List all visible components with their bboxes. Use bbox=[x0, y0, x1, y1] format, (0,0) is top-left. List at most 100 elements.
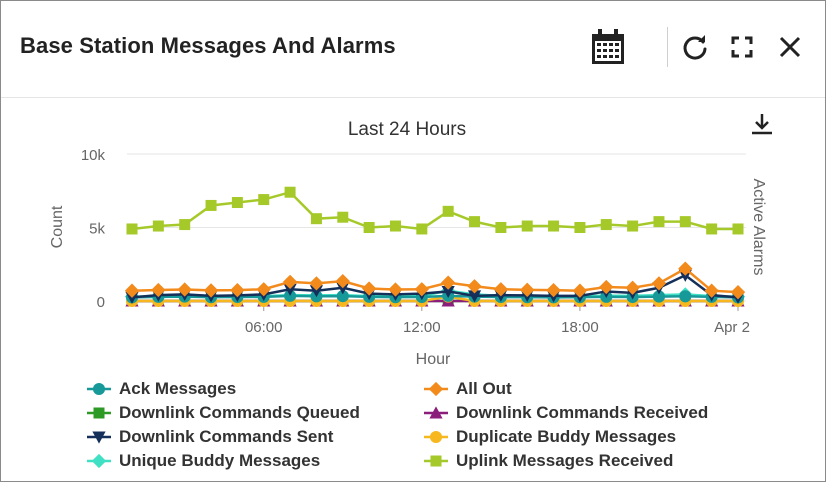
data-point bbox=[151, 282, 166, 298]
legend-symbol bbox=[424, 455, 448, 467]
series-uplink-messages-received bbox=[126, 186, 744, 235]
data-point bbox=[256, 282, 271, 297]
legend-item[interactable]: All Out bbox=[424, 378, 512, 400]
data-point bbox=[495, 222, 507, 233]
x-tick-label: 06:00 bbox=[245, 319, 283, 336]
data-point bbox=[205, 199, 217, 211]
legend-item[interactable]: Unique Buddy Messages bbox=[87, 450, 320, 472]
data-point bbox=[336, 282, 350, 295]
data-point bbox=[389, 220, 401, 232]
data-point bbox=[336, 290, 349, 303]
legend-label: Duplicate Buddy Messages bbox=[456, 427, 677, 446]
legend-marker bbox=[92, 382, 106, 396]
data-point bbox=[414, 282, 429, 297]
y2-axis-title: Active Alarms bbox=[750, 179, 767, 276]
data-point bbox=[442, 205, 454, 217]
data-point bbox=[679, 216, 691, 228]
legend-symbol bbox=[87, 431, 111, 444]
data-point bbox=[258, 194, 270, 206]
series-line bbox=[131, 273, 739, 299]
data-point bbox=[651, 276, 667, 291]
legend-label: Downlink Commands Received bbox=[456, 403, 709, 422]
series-all-out bbox=[124, 261, 746, 300]
data-point bbox=[363, 222, 375, 233]
legend-symbol bbox=[87, 453, 111, 469]
data-point bbox=[152, 220, 164, 232]
close-button[interactable] bbox=[770, 27, 810, 67]
data-point bbox=[441, 285, 455, 299]
y-tick-label: 0 bbox=[97, 294, 105, 311]
data-point bbox=[600, 219, 612, 231]
data-point bbox=[284, 186, 296, 198]
legend-label: All Out bbox=[456, 379, 512, 398]
data-point bbox=[704, 283, 719, 298]
download-button[interactable] bbox=[752, 114, 772, 135]
x-axis-title: Hour bbox=[416, 351, 451, 368]
data-point bbox=[706, 223, 718, 235]
data-point bbox=[335, 274, 350, 289]
data-point bbox=[310, 213, 322, 225]
data-point bbox=[361, 281, 377, 296]
x-tick-label: Apr 2 bbox=[714, 319, 750, 336]
legend-item[interactable]: Downlink Commands Received bbox=[424, 402, 708, 424]
legend-label: Downlink Commands Queued bbox=[119, 403, 360, 422]
legend-marker bbox=[429, 406, 443, 419]
close-icon bbox=[779, 36, 801, 58]
data-point bbox=[441, 275, 456, 290]
legend-label: Unique Buddy Messages bbox=[119, 451, 321, 470]
legend-item[interactable]: Downlink Commands Queued bbox=[87, 402, 360, 424]
widget-title: Base Station Messages And Alarms bbox=[20, 33, 396, 58]
legend-label: Uplink Messages Received bbox=[456, 451, 674, 470]
legend-symbol bbox=[87, 382, 111, 396]
data-point bbox=[572, 283, 588, 298]
legend-label: Ack Messages bbox=[119, 379, 237, 398]
data-point bbox=[179, 219, 191, 231]
legend-item[interactable]: Downlink Commands Sent bbox=[87, 426, 333, 448]
legend-label: Downlink Commands Sent bbox=[119, 427, 334, 446]
data-point bbox=[521, 220, 533, 232]
series-line bbox=[131, 267, 739, 294]
data-point bbox=[493, 282, 509, 297]
widget-header: Base Station Messages And Alarms bbox=[1, 1, 825, 98]
refresh-icon bbox=[683, 35, 707, 60]
expand-button[interactable] bbox=[722, 27, 762, 67]
legend-item[interactable]: Ack Messages bbox=[87, 378, 236, 400]
legend-symbol bbox=[424, 381, 448, 397]
data-point bbox=[678, 261, 693, 276]
data-point bbox=[124, 283, 140, 298]
data-point bbox=[231, 197, 243, 209]
data-point bbox=[574, 222, 586, 233]
data-point bbox=[469, 216, 481, 228]
data-point bbox=[679, 290, 692, 303]
data-point bbox=[230, 282, 245, 298]
legend-item[interactable]: Duplicate Buddy Messages bbox=[424, 426, 676, 448]
data-point bbox=[283, 283, 297, 296]
chart-title: Last 24 Hours bbox=[348, 119, 466, 140]
data-point bbox=[309, 285, 324, 298]
data-point bbox=[546, 282, 561, 298]
data-point bbox=[467, 279, 482, 294]
legend-symbol bbox=[87, 407, 111, 419]
series-line bbox=[131, 190, 738, 231]
header-divider bbox=[667, 27, 668, 67]
data-point bbox=[284, 289, 297, 302]
legend-symbol bbox=[424, 430, 448, 444]
calendar-button[interactable] bbox=[588, 27, 628, 67]
legend-item[interactable]: Uplink Messages Received bbox=[424, 450, 673, 472]
data-point bbox=[732, 223, 744, 235]
data-point bbox=[548, 220, 560, 232]
line-chart: Last 24 Hours Count Active Alarms Hour 0… bbox=[49, 114, 772, 368]
y-axis-title: Count bbox=[49, 205, 66, 248]
legend-marker bbox=[430, 455, 442, 467]
refresh-button[interactable] bbox=[675, 27, 715, 67]
legend-marker bbox=[92, 431, 106, 444]
data-point bbox=[467, 290, 482, 303]
data-point bbox=[625, 280, 640, 295]
data-point bbox=[126, 223, 138, 235]
y-tick-label: 10k bbox=[81, 147, 106, 164]
data-point bbox=[309, 276, 324, 291]
y-tick-label: 5k bbox=[89, 221, 105, 238]
data-point bbox=[203, 283, 219, 298]
data-point bbox=[282, 274, 298, 290]
